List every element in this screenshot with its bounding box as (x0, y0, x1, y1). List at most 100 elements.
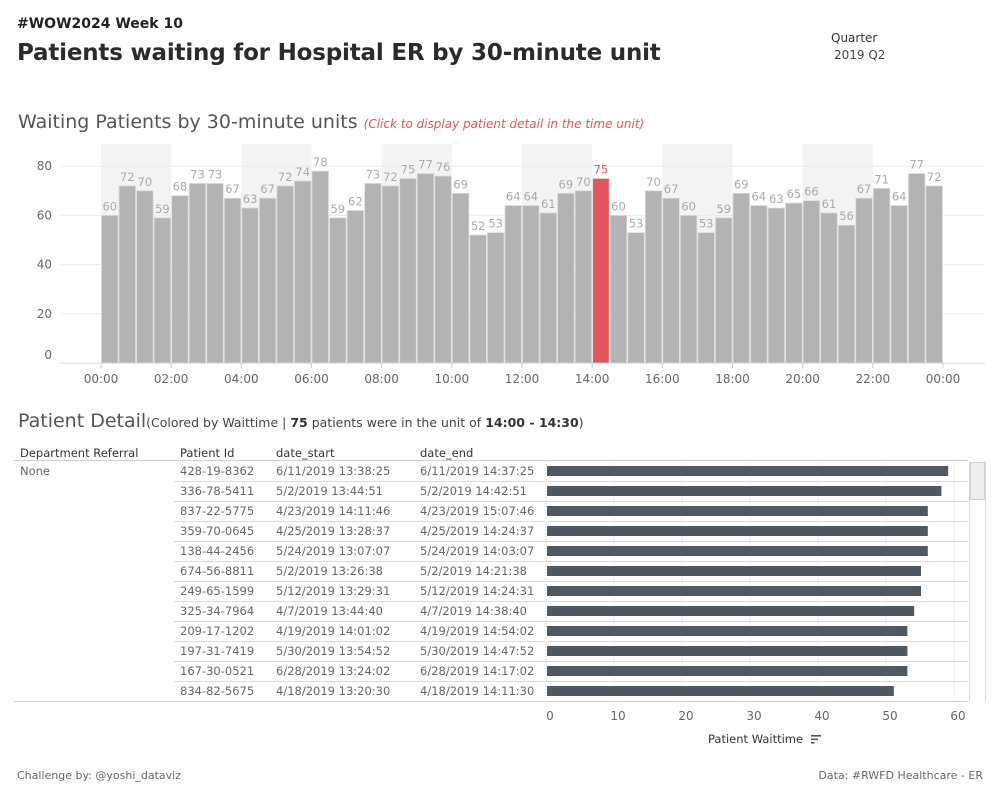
y-tick-label: 40 (37, 258, 52, 272)
waittime-bar[interactable] (547, 586, 921, 596)
bar-12:30[interactable] (539, 212, 557, 364)
patient-detail-title: Patient Detail(Colored by Waittime | 75 … (18, 410, 584, 432)
bar-data-label: 64 (523, 190, 538, 204)
bar-17:30[interactable] (715, 217, 733, 364)
bar-21:00[interactable] (837, 224, 856, 364)
bar-04:30[interactable] (258, 197, 277, 364)
bar-07:00[interactable] (346, 210, 365, 364)
table-scrollbar[interactable] (969, 461, 986, 701)
waittime-bar[interactable] (547, 486, 942, 496)
bar-15:30[interactable] (644, 190, 663, 364)
column-header-patient-id[interactable]: Patient Id (180, 446, 235, 460)
bar-20:00[interactable] (802, 200, 821, 364)
bar-05:00[interactable] (276, 185, 294, 364)
column-header-department[interactable]: Department Referral (20, 446, 139, 460)
bar-20:30[interactable] (820, 212, 838, 364)
bar-data-label: 76 (436, 160, 451, 174)
waittime-tick-label: 60 (950, 709, 965, 723)
bar-17:00[interactable] (697, 232, 715, 364)
bar-07:30[interactable] (364, 183, 382, 364)
date-end-cell: 5/2/2019 14:42:51 (420, 484, 527, 498)
column-header-date-start[interactable]: date_start (276, 446, 335, 460)
bar-00:30[interactable] (118, 185, 136, 364)
bar-18:30[interactable] (750, 205, 768, 364)
waittime-bar[interactable] (547, 546, 928, 556)
waittime-bar[interactable] (547, 666, 908, 676)
bar-13:00[interactable] (557, 192, 575, 364)
waittime-bar[interactable] (547, 606, 915, 616)
bar-01:30[interactable] (153, 217, 172, 364)
quarter-filter-value[interactable]: 2019 Q2 (834, 48, 886, 62)
bar-11:30[interactable] (504, 205, 522, 364)
waittime-bar[interactable] (547, 526, 928, 536)
chart1-note: (Click to display patient detail in the … (363, 117, 645, 131)
table-scroll-thumb[interactable] (970, 462, 985, 500)
date-end-cell: 4/23/2019 15:07:46 (420, 504, 535, 518)
bar-05:30[interactable] (294, 180, 312, 364)
bar-01:00[interactable] (136, 190, 154, 364)
bar-02:30[interactable] (188, 183, 207, 364)
bar-data-label: 64 (892, 190, 907, 204)
bar-23:00[interactable] (908, 173, 926, 364)
subtitle-mid: patients were in the unit of (307, 415, 486, 430)
bar-02:00[interactable] (171, 195, 189, 364)
bar-16:30[interactable] (679, 215, 698, 364)
bar-16:00[interactable] (662, 197, 680, 364)
bar-22:30[interactable] (890, 205, 908, 364)
bar-03:30[interactable] (223, 197, 242, 364)
bar-18:00[interactable] (732, 192, 750, 364)
date-start-cell: 6/28/2019 13:24:02 (276, 664, 391, 678)
bar-14:00[interactable] (592, 178, 610, 364)
waittime-bar[interactable] (547, 506, 928, 516)
date-start-cell: 5/2/2019 13:26:38 (276, 564, 383, 578)
bar-19:00[interactable] (767, 207, 786, 364)
bar-08:30[interactable] (399, 178, 417, 364)
bar-23:30[interactable] (925, 185, 943, 364)
waittime-bar[interactable] (547, 626, 908, 636)
bar-13:30[interactable] (574, 190, 593, 364)
date-start-cell: 4/23/2019 14:11:46 (276, 504, 391, 518)
bar-22:00[interactable] (872, 187, 891, 364)
bar-19:30[interactable] (785, 202, 803, 364)
date-start-cell: 5/24/2019 13:07:07 (276, 544, 391, 558)
bar-04:00[interactable] (241, 207, 259, 364)
bar-11:00[interactable] (487, 232, 505, 364)
waittime-axis-label[interactable]: Patient Waittime (708, 732, 821, 746)
bar-06:00[interactable] (311, 170, 329, 364)
bar-data-label: 74 (295, 165, 310, 179)
waittime-bar[interactable] (547, 686, 894, 696)
x-tick-label: 16:00 (645, 372, 680, 386)
x-tick-label: 00:00 (926, 372, 961, 386)
column-header-date-end[interactable]: date_end (420, 446, 474, 460)
subtitle-suffix: ) (578, 415, 584, 430)
bar-data-label: 72 (927, 170, 942, 184)
bar-data-label: 61 (822, 197, 837, 211)
bar-14:30[interactable] (609, 215, 628, 364)
bar-12:00[interactable] (522, 205, 540, 364)
waittime-tick-label: 50 (882, 709, 897, 723)
bar-data-label: 52 (471, 219, 486, 233)
date-start-cell: 5/12/2019 13:29:31 (276, 584, 391, 598)
chart1-title-text: Waiting Patients by 30-minute units (18, 111, 358, 133)
bar-09:30[interactable] (434, 175, 452, 364)
bar-21:30[interactable] (855, 197, 873, 364)
bar-08:00[interactable] (381, 185, 400, 364)
bar-data-label: 64 (506, 190, 521, 204)
bar-15:00[interactable] (627, 232, 645, 364)
bar-data-label: 77 (909, 158, 924, 172)
bar-10:30[interactable] (469, 234, 487, 364)
x-tick-label: 06:00 (294, 372, 329, 386)
waittime-bar[interactable] (547, 646, 908, 656)
date-end-cell: 4/25/2019 14:24:37 (420, 524, 535, 538)
footer-data-source: Data: #RWFD Healthcare - ER (818, 769, 983, 782)
sort-descending-icon[interactable] (810, 734, 821, 744)
bar-10:00[interactable] (451, 192, 470, 364)
bar-00:00[interactable] (101, 215, 119, 364)
bar-09:00[interactable] (416, 173, 435, 364)
waittime-bar[interactable] (547, 466, 949, 476)
bar-06:30[interactable] (329, 217, 347, 364)
footer-credit: Challenge by: @yoshi_dataviz (17, 769, 182, 782)
bar-03:00[interactable] (206, 183, 224, 364)
waittime-bar[interactable] (547, 566, 921, 576)
